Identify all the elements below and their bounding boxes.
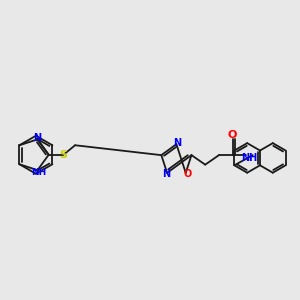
Text: N: N — [162, 169, 170, 179]
Text: O: O — [228, 130, 237, 140]
Text: N: N — [34, 133, 42, 143]
Text: N: N — [173, 138, 181, 148]
Text: S: S — [59, 150, 68, 160]
Text: NH: NH — [31, 168, 46, 177]
Text: NH: NH — [242, 153, 258, 163]
Text: O: O — [183, 169, 191, 179]
